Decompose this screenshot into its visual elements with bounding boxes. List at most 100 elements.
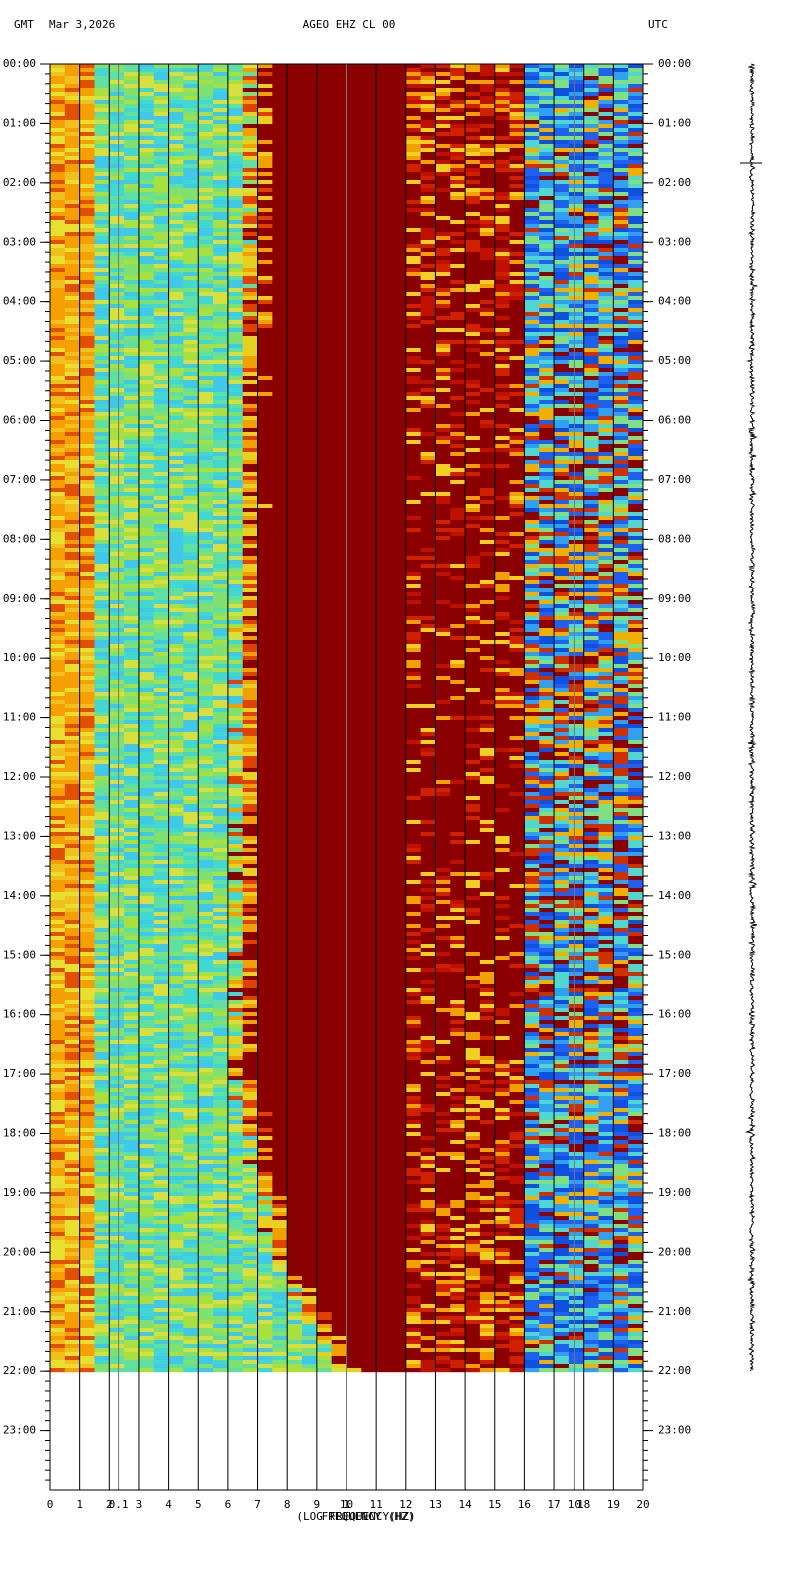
spectrogram-cell: [568, 696, 584, 701]
spectrogram-cell: [153, 704, 169, 709]
spectrogram-cell: [64, 740, 80, 745]
spectrogram-cell: [450, 664, 466, 669]
spectrogram-cell: [242, 480, 258, 485]
spectrogram-cell: [138, 76, 155, 81]
spectrogram-cell: [613, 64, 629, 69]
spectrogram-cell: [109, 740, 125, 745]
spectrogram-cell: [539, 764, 555, 769]
spectrogram-cell: [539, 608, 555, 613]
spectrogram-cell: [420, 684, 540, 689]
spectrogram-cell: [198, 124, 214, 129]
spectrogram-cell: [524, 728, 540, 733]
spectrogram-cell: [153, 796, 169, 801]
spectrogram-cell: [138, 656, 169, 661]
spectrogram-cell: [50, 872, 66, 877]
spectrogram-cell: [554, 512, 570, 517]
spectrogram-cell: [524, 152, 540, 157]
spectrogram-cell: [109, 876, 125, 881]
spectrogram-cell: [539, 408, 555, 413]
spectrogram-cell: [50, 380, 80, 385]
spectrogram-cell: [213, 480, 229, 485]
spectrogram-cell: [168, 540, 184, 545]
spectrogram-cell: [524, 244, 540, 249]
spectrogram-cell: [64, 200, 80, 205]
spectrogram-cell: [524, 512, 540, 517]
spectrogram-cell: [50, 564, 66, 569]
spectrogram-cell: [227, 520, 244, 525]
spectrogram-cell: [554, 712, 570, 717]
spectrogram-cell: [153, 216, 169, 221]
spectrogram-cell: [94, 380, 110, 385]
spectrogram-cell: [227, 340, 244, 345]
spectrogram-cell: [138, 704, 155, 709]
spectrogram-cell: [272, 140, 407, 145]
spectrogram-cell: [168, 280, 184, 285]
spectrogram-cell: [242, 356, 258, 361]
spectrogram-cell: [183, 560, 199, 565]
spectrogram-cell: [420, 96, 436, 101]
spectrogram-cell: [50, 424, 66, 429]
spectrogram-cell: [465, 452, 510, 457]
spectrogram-cell: [198, 364, 214, 369]
spectrogram: [50, 64, 644, 1373]
spectrogram-cell: [554, 248, 570, 253]
spectrogram-cell: [539, 896, 584, 901]
spectrogram-cell: [509, 764, 525, 769]
spectrogram-cell: [613, 804, 629, 809]
spectrogram-cell: [64, 716, 80, 721]
spectrogram-cell: [420, 64, 436, 69]
spectrogram-cell: [465, 444, 496, 449]
spectrogram-cell: [628, 680, 644, 685]
spectrogram-cell: [94, 720, 110, 725]
spectrogram-cell: [435, 400, 466, 405]
spectrogram-cell: [50, 624, 80, 629]
spectrogram-cell: [494, 124, 510, 129]
spectrogram-cell: [138, 300, 169, 305]
spectrogram-cell: [109, 556, 125, 561]
spectrogram-cell: [524, 664, 540, 669]
spectrogram-cell: [64, 336, 80, 341]
spectrogram-cell: [509, 252, 525, 257]
spectrogram-cell: [124, 440, 140, 445]
spectrogram-cell: [613, 248, 629, 253]
spectrogram-cell: [598, 336, 614, 341]
spectrogram-cell: [405, 620, 421, 625]
spectrogram-cell: [79, 840, 95, 845]
spectrogram-cell: [628, 332, 644, 337]
spectrogram-cell: [198, 628, 214, 633]
spectrogram-cell: [479, 896, 496, 901]
spectrogram-cell: [613, 88, 629, 93]
spectrogram-cell: [109, 344, 125, 349]
spectrogram-cell: [272, 92, 407, 97]
spectrogram-cell: [138, 172, 155, 177]
spectrogram-cell: [153, 296, 169, 301]
spectrogram-cell: [450, 868, 496, 873]
spectrogram-cell: [568, 712, 584, 717]
spectrogram-cell: [583, 212, 599, 217]
spectrogram-cell: [94, 676, 110, 681]
spectrogram-cell: [539, 672, 555, 677]
spectrogram-cell: [242, 884, 258, 889]
spectrogram-cell: [628, 584, 644, 589]
spectrogram-cell: [509, 368, 525, 373]
spectrogram-cell: [509, 124, 525, 129]
spectrogram-cell: [628, 380, 644, 385]
spectrogram-cell: [598, 264, 644, 269]
spectrogram-cell: [598, 340, 614, 345]
spectrogram-cell: [64, 132, 80, 137]
spectrogram-cell: [435, 628, 451, 633]
spectrogram-cell: [420, 360, 436, 365]
spectrogram-cell: [613, 704, 629, 709]
spectrogram-cell: [94, 716, 110, 721]
spectrogram-cell: [213, 124, 229, 129]
spectrogram-cell: [242, 264, 258, 269]
spectrogram-cell: [613, 468, 629, 473]
spectrogram-cell: [568, 272, 584, 277]
spectrogram-cell: [509, 848, 525, 853]
spectrogram-cell: [198, 624, 214, 629]
spectrogram-cell: [168, 368, 184, 373]
spectrogram-cell: [153, 368, 169, 373]
spectrogram-cell: [198, 664, 214, 669]
spectrogram-cell: [94, 524, 110, 529]
spectrogram-cell: [183, 852, 199, 857]
